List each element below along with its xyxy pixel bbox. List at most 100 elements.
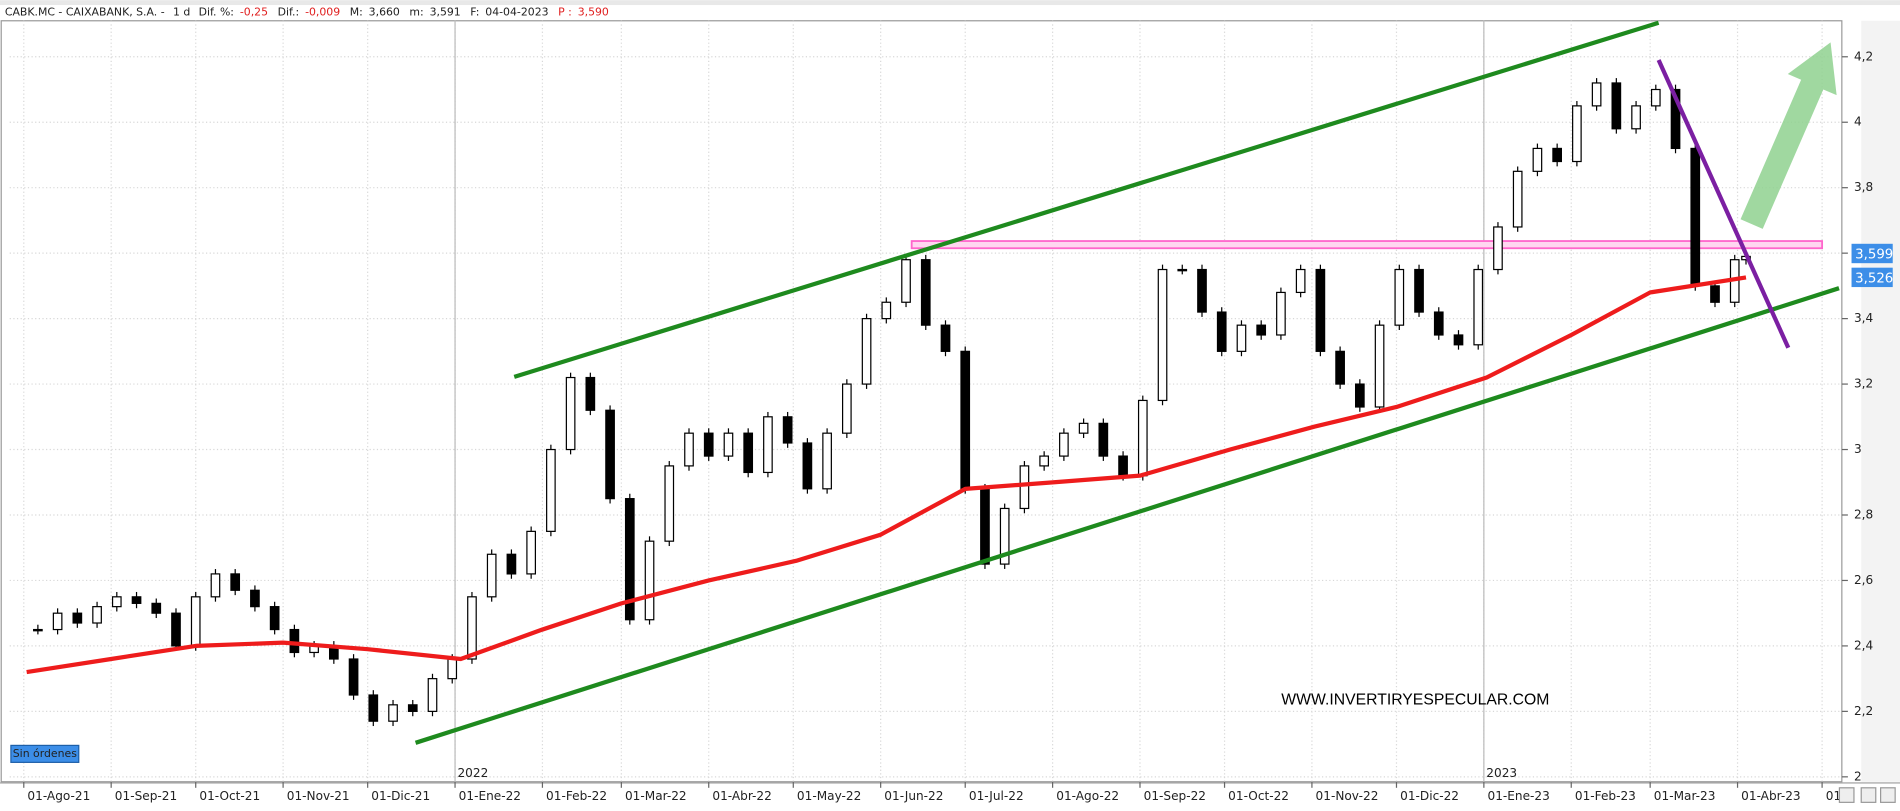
candle-body	[427, 678, 438, 712]
candle-body	[1295, 268, 1306, 294]
candle-body	[743, 432, 754, 474]
candle-body	[486, 553, 497, 598]
candle-body	[151, 602, 162, 614]
x-tick-label: 01-Sep-22	[1144, 789, 1206, 803]
x-tick-label: 01-Ago-21	[27, 789, 90, 803]
candle-body	[960, 350, 971, 490]
field-value: 3,591	[430, 5, 461, 18]
candle-body	[802, 442, 813, 490]
top-bar	[0, 0, 1900, 6]
x-tick-label: 01-Oct-21	[199, 789, 260, 803]
x-tick-label: 01-Dic-22	[1400, 789, 1459, 803]
candle-body	[1611, 82, 1622, 130]
y-tick-label: 4	[1854, 115, 1862, 129]
x-tick-label: 01-Sep-21	[115, 789, 177, 803]
y-tick-label: 4,2	[1854, 49, 1873, 63]
field-value: 04-04-2023	[485, 5, 548, 18]
price-tag	[1851, 267, 1893, 288]
candle-body	[1118, 455, 1128, 477]
x-tick-label: 01-Mar-23	[1654, 789, 1716, 803]
candle-body	[33, 628, 43, 632]
field-label: P :	[558, 5, 572, 18]
candle-body	[585, 376, 596, 411]
candle-body	[881, 301, 892, 320]
field-value: -0,009	[305, 5, 340, 18]
candle-body	[1354, 383, 1365, 408]
x-tick-label: 01-Nov-22	[1316, 789, 1379, 803]
x-tick-label: 01-Abr-23	[1741, 789, 1800, 803]
candle-body	[1078, 422, 1089, 434]
plot-frame	[0, 20, 1843, 783]
candle-body	[269, 606, 280, 631]
candle-body	[684, 432, 694, 467]
y-tick-label: 3,4	[1854, 311, 1874, 325]
candle-body	[1374, 324, 1385, 408]
candle-body	[1197, 268, 1207, 313]
x-tick-label: 01-Ago-22	[1056, 789, 1119, 803]
candle-body	[92, 606, 102, 624]
candle-body	[1276, 291, 1286, 336]
watermark: WWW.INVERTIRYESPECULAR.COM	[1281, 692, 1549, 709]
x-tick-label: 01-Mar-22	[625, 789, 687, 803]
x-tick-label: 01-Feb-23	[1575, 789, 1636, 803]
trend-line	[1656, 59, 1791, 349]
side-panel	[1861, 20, 1900, 782]
candle-body	[1493, 226, 1503, 271]
orders-button-label[interactable]: Sin órdenes	[13, 747, 77, 760]
y-tick-label: 2,2	[1854, 704, 1873, 718]
candle-body	[388, 704, 398, 722]
zoom-button[interactable]	[1838, 787, 1855, 803]
candle-body	[447, 658, 458, 680]
y-tick-label: 2,4	[1854, 638, 1874, 652]
candle-body	[1670, 88, 1681, 150]
candle-body	[1552, 147, 1562, 163]
candle-body	[1098, 422, 1109, 457]
candle-body	[1572, 105, 1582, 163]
candle-body	[1532, 147, 1543, 172]
price-tag-label: 3,599	[1855, 248, 1893, 263]
candle-body	[546, 448, 556, 532]
save-button[interactable]	[1860, 787, 1877, 803]
candle-body	[1019, 465, 1030, 510]
candle-body	[407, 704, 418, 712]
candle-body	[940, 324, 951, 352]
y-tick-label: 2,6	[1854, 573, 1873, 587]
candle-body	[763, 416, 773, 474]
candle-body	[1039, 455, 1049, 467]
menu-button[interactable]	[1880, 787, 1896, 803]
candle-body	[822, 432, 832, 490]
candle-body	[250, 589, 260, 608]
resistance-band	[910, 240, 1824, 250]
candle-body	[1256, 324, 1267, 336]
y-tick-label: 2	[1854, 769, 1862, 783]
candle-body	[723, 432, 734, 457]
symbol: CABK.MC - CAIXABANK, S.A. -	[5, 5, 165, 18]
x-tick-label: 01-Nov-21	[287, 789, 350, 803]
field-label: M:	[350, 5, 363, 18]
candle-body	[171, 612, 181, 647]
year-label: 2023	[1486, 766, 1517, 780]
moving-average	[26, 275, 1747, 675]
trend-line	[513, 20, 1660, 379]
candle-body	[210, 573, 221, 598]
candle-body	[1433, 311, 1444, 336]
period: 1 d	[173, 5, 190, 18]
candle-body	[999, 507, 1010, 565]
candle-body	[1512, 170, 1523, 228]
candle-body	[467, 596, 477, 660]
candle-body	[1059, 432, 1069, 457]
candle-body	[526, 530, 536, 575]
y-tick-label: 3,2	[1854, 377, 1873, 391]
candle-body	[1473, 268, 1484, 346]
year-label: 2022	[457, 766, 488, 780]
candle-body	[1453, 334, 1464, 346]
field-value: 3,590	[578, 5, 609, 18]
orders-button[interactable]	[10, 744, 80, 763]
candle-body	[131, 596, 142, 604]
candle-body	[1394, 268, 1405, 326]
candle-body	[980, 488, 990, 565]
candle-body	[348, 658, 359, 696]
candle-body	[664, 465, 675, 542]
